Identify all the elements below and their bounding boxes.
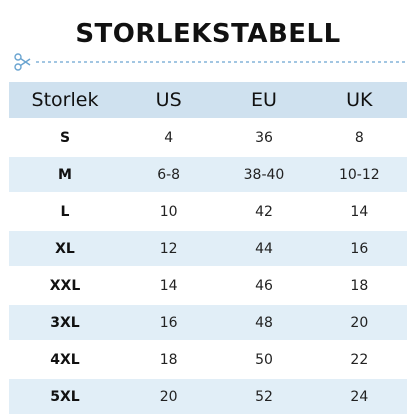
table-row: L 10 42 14 [9,194,407,229]
size-cell: 5XL [50,388,80,405]
size-table: Storlek US EU UK S 4 36 8 M 6-8 38-40 10… [9,82,407,416]
us-cell: 18 [159,351,178,368]
eu-cell: 52 [255,388,273,405]
eu-cell: 38-40 [243,166,285,183]
uk-cell: 14 [350,203,369,220]
size-cell: 3XL [50,314,80,331]
uk-cell: 18 [350,277,369,294]
us-cell: 14 [159,277,178,294]
table-row: S 4 36 8 [9,120,407,155]
eu-cell: 36 [255,129,273,146]
us-cell: 16 [159,314,178,331]
eu-cell: 48 [255,314,273,331]
header-eu: EU [251,89,277,111]
us-cell: 4 [164,129,174,146]
header-storlek: Storlek [31,89,99,111]
us-cell: 10 [159,203,178,220]
header-us: US [155,89,182,111]
eu-cell: 42 [255,203,273,220]
us-cell: 20 [159,388,178,405]
uk-cell: 24 [350,388,369,405]
us-cell: 12 [159,240,178,257]
size-cell: L [60,203,70,220]
size-cell: 4XL [50,351,80,368]
uk-cell: 22 [350,351,369,368]
eu-cell: 44 [255,240,273,257]
table-row: 4XL 18 50 22 [9,342,407,377]
page-title: STORLEKSTABELL [75,19,341,49]
scissors-icon [14,53,31,71]
us-cell: 6-8 [157,166,181,183]
cut-line [14,52,406,72]
uk-cell: 8 [354,129,364,146]
table-row: 5XL 20 52 24 [9,379,407,414]
size-cell: S [59,129,71,146]
table-row: 3XL 16 48 20 [9,305,407,340]
eu-cell: 46 [255,277,273,294]
table-header-row: Storlek US EU UK [9,82,407,118]
size-cell: XXL [49,277,81,294]
header-uk: UK [346,89,373,111]
table-row: M 6-8 38-40 10-12 [9,157,407,192]
size-cell: M [58,166,72,183]
table-row: XL 12 44 16 [9,231,407,266]
uk-cell: 20 [350,314,369,331]
table-row: XXL 14 46 18 [9,268,407,303]
size-cell: XL [55,240,75,257]
eu-cell: 50 [255,351,273,368]
uk-cell: 10-12 [338,166,380,183]
uk-cell: 16 [350,240,369,257]
